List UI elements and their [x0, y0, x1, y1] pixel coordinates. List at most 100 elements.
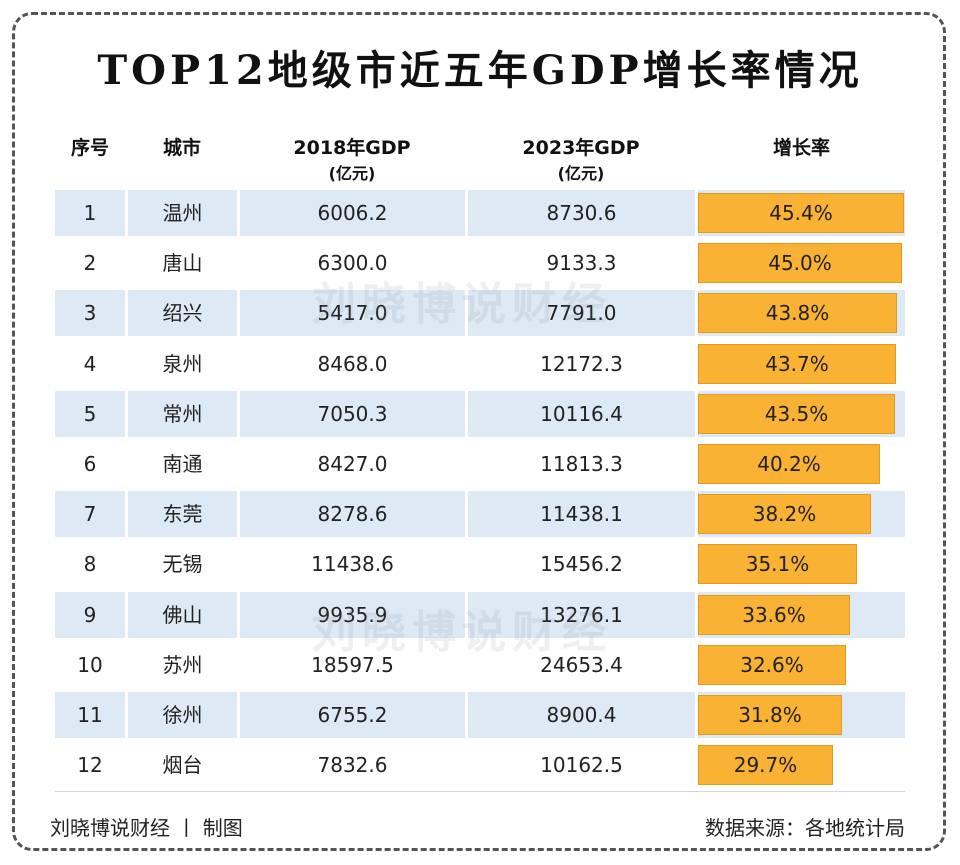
- column-separator: [695, 491, 698, 538]
- growth-label: 32.6%: [740, 652, 804, 677]
- growth-bar: [698, 594, 850, 635]
- cell-gdp2018: 6755.2: [317, 703, 388, 727]
- column-separator: [237, 340, 240, 387]
- header-gdp2023-label: 2023年GDP: [522, 137, 640, 159]
- cell-city: 温州: [162, 201, 203, 225]
- growth-bar: [698, 393, 895, 434]
- column-separator: [237, 240, 240, 287]
- header-city: 城市: [162, 137, 201, 159]
- cell-gdp2023: 10116.4: [540, 401, 623, 426]
- column-separator: [465, 641, 468, 688]
- cell-gdp2023: 24653.4: [540, 652, 623, 677]
- column-separator: [125, 742, 128, 789]
- growth-bar: [698, 293, 897, 334]
- column-separator: [237, 290, 240, 337]
- cell-city: 南通: [162, 452, 203, 476]
- footer-credit: 刘晓博说财经 丨 制图: [50, 816, 243, 840]
- growth-bar: [698, 193, 904, 233]
- cell-rank: 9: [83, 602, 97, 627]
- table-row: 12 烟台 7832.6 10162.5 29.7%: [55, 742, 905, 789]
- cell-rank: 3: [83, 301, 97, 326]
- column-separator: [237, 441, 240, 487]
- table-row: 11 徐州 6755.2 8900.4 31.8%: [55, 692, 905, 738]
- cell-gdp2023: 10162.5: [540, 753, 623, 778]
- growth-label: 43.8%: [765, 301, 830, 326]
- column-separator: [695, 390, 698, 437]
- column-separator: [125, 190, 128, 236]
- column-separator: [125, 591, 128, 638]
- cell-city: 无锡: [162, 552, 203, 577]
- growth-bar: [698, 695, 842, 735]
- cell-rank: 12: [77, 753, 103, 778]
- cell-city: 绍兴: [162, 301, 203, 326]
- column-separator: [695, 441, 698, 487]
- cell-gdp2023: 11813.3: [540, 452, 623, 476]
- column-separator: [695, 641, 698, 688]
- column-separator: [465, 190, 468, 236]
- column-separator: [465, 742, 468, 789]
- card-frame: [12, 12, 946, 851]
- column-separator: [695, 742, 698, 789]
- column-separator: [237, 641, 240, 688]
- cell-gdp2018: 9935.9: [317, 602, 388, 627]
- growth-label: 35.1%: [745, 552, 810, 577]
- cell-rank: 11: [77, 703, 103, 727]
- column-separator: [695, 541, 698, 588]
- growth-label: 45.0%: [768, 251, 832, 276]
- cell-gdp2018: 8278.6: [317, 502, 388, 527]
- table-row: 2 唐山 6300.0 9133.3 45.0%: [55, 240, 905, 287]
- column-separator: [465, 240, 468, 287]
- growth-label: 33.6%: [742, 602, 806, 627]
- table-row: 5 常州 7050.3 10116.4 43.5%: [55, 390, 905, 437]
- column-separator: [465, 491, 468, 538]
- growth-label: 38.2%: [752, 502, 817, 527]
- header-gdp2018-label: 2018年GDP: [293, 137, 411, 159]
- growth-label: 40.2%: [757, 452, 821, 476]
- column-separator: [465, 290, 468, 337]
- cell-city: 徐州: [162, 703, 203, 727]
- cell-rank: 7: [83, 502, 97, 527]
- cell-rank: 2: [83, 251, 97, 276]
- header-gdp2023: 2023年GDP (亿元): [468, 135, 694, 187]
- growth-bar: [698, 343, 896, 384]
- header-gdp2018-unit: (亿元): [328, 164, 376, 183]
- cell-rank: 8: [83, 552, 97, 577]
- cell-gdp2018: 7832.6: [317, 753, 388, 778]
- column-separator: [695, 240, 698, 287]
- cell-gdp2018: 8427.0: [317, 452, 388, 476]
- cell-gdp2023: 8730.6: [546, 201, 617, 225]
- column-separator: [125, 541, 128, 588]
- growth-bar: [698, 494, 871, 535]
- column-separator: [695, 290, 698, 337]
- cell-city: 唐山: [162, 251, 203, 276]
- column-separator: [237, 390, 240, 437]
- header-gdp2018: 2018年GDP (亿元): [240, 135, 464, 187]
- table-row: 10 苏州 18597.5 24653.4 32.6%: [55, 641, 905, 688]
- column-separator: [465, 390, 468, 437]
- cell-gdp2018: 18597.5: [311, 652, 394, 677]
- cell-rank: 4: [83, 351, 97, 376]
- column-separator: [237, 541, 240, 588]
- growth-label: 31.8%: [738, 703, 802, 727]
- cell-rank: 1: [83, 201, 97, 225]
- column-separator: [125, 491, 128, 538]
- cell-gdp2018: 11438.6: [311, 552, 394, 577]
- column-separator: [237, 591, 240, 638]
- column-separator: [125, 340, 128, 387]
- column-separator: [695, 692, 698, 738]
- column-separator: [237, 742, 240, 789]
- cell-gdp2018: 6300.0: [317, 251, 388, 276]
- table-row: 8 无锡 11438.6 15456.2 35.1%: [55, 541, 905, 588]
- cell-rank: 5: [83, 401, 97, 426]
- table-row: 9 佛山 9935.9 13276.1 33.6%: [55, 591, 905, 638]
- cell-city: 苏州: [162, 652, 203, 677]
- cell-gdp2023: 13276.1: [540, 602, 623, 627]
- table-row: 4 泉州 8468.0 12172.3 43.7%: [55, 340, 905, 387]
- growth-bar: [698, 745, 833, 786]
- column-separator: [695, 591, 698, 638]
- growth-bar: [698, 544, 857, 585]
- column-separator: [695, 190, 698, 236]
- cell-city: 佛山: [162, 602, 203, 627]
- page-title: TOP12地级市近五年GDP增长率情况: [97, 47, 863, 94]
- cell-city: 常州: [162, 401, 203, 426]
